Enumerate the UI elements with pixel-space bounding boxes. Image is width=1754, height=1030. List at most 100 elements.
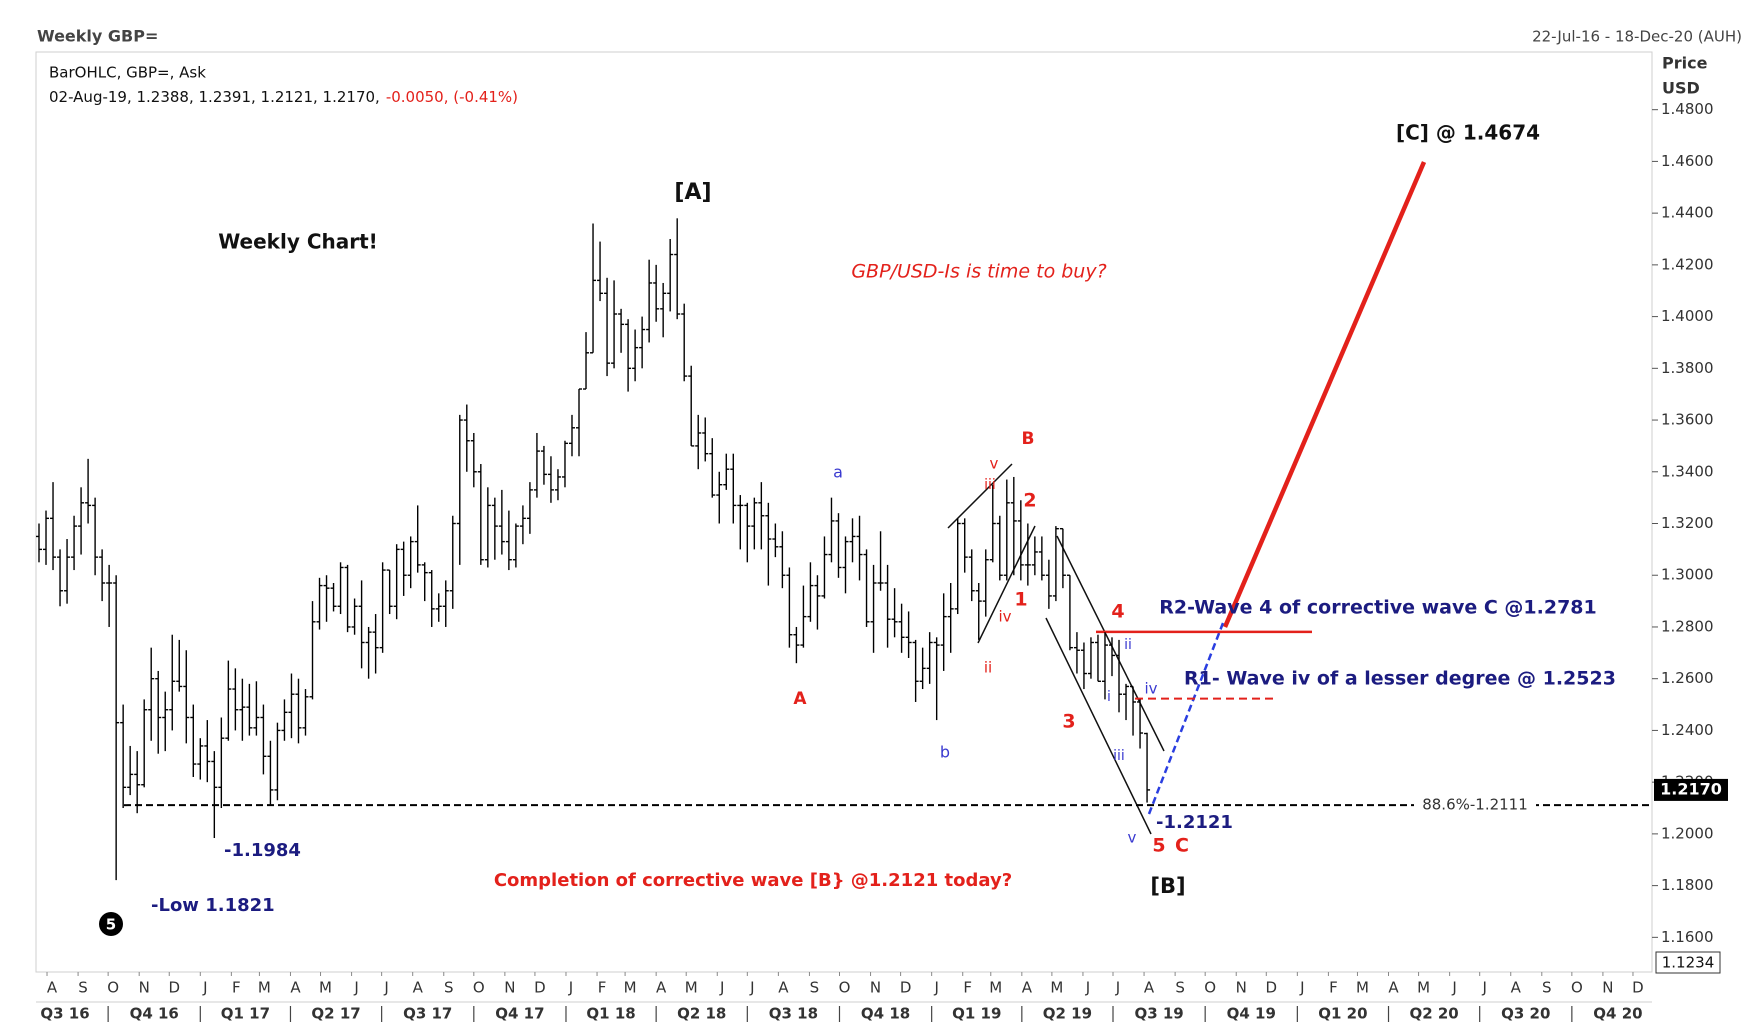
channel-line [1045,617,1152,835]
x-tick-label: A [1388,979,1399,997]
y-tick-label: 1.4600 [1661,152,1714,170]
x-tick-label: A [413,979,424,997]
x-tick-label: N [870,979,881,997]
cursor-box [1655,951,1721,974]
x-tick-label: M [685,979,698,997]
x-tick-label: S [78,979,88,997]
annotation: 3 [1062,711,1075,733]
quarter-label: Q1 18 [586,1005,635,1023]
y-tick-label: 1.3000 [1661,566,1714,584]
y-tick-label: 1.3800 [1661,359,1714,377]
y-tick-label: 1.3400 [1661,462,1714,480]
annotation: -Low 1.1821 [151,895,275,916]
x-tick-label: N [1602,979,1613,997]
x-tick-label: S [1542,979,1552,997]
x-tick-label: S [810,979,820,997]
annotation: Weekly Chart! [218,230,378,254]
annotation: GBP/USD-Is is time to buy? [851,261,1106,283]
x-tick-label: S [1175,979,1185,997]
x-tick-label: J [1451,979,1456,997]
x-tick-label: D [534,979,546,997]
annotation: 5 [1152,835,1165,857]
y-tick-label: 1.4800 [1661,100,1714,118]
last-price-label: 1.2170 [1660,779,1722,798]
x-tick-label: A [47,979,58,997]
wave-marker-circle [99,912,123,936]
x-tick-label: N [504,979,515,997]
annotation: ii [1124,637,1132,653]
plot-frame [35,51,1653,973]
x-tick-label: M [624,979,637,997]
x-tick-label: M [258,979,271,997]
x-tick-label: O [107,979,119,997]
x-tick-label: J [383,979,388,997]
cursor-label: 1.1234 [1662,954,1715,972]
annotation: 2 [1023,490,1036,512]
annotation: A [793,689,807,709]
x-tick-label: S [444,979,454,997]
annotation: iv [998,608,1011,626]
quarter-label: Q4 20 [1593,1005,1642,1023]
x-tick-label: M [1356,979,1369,997]
channel-line [1056,535,1165,752]
x-tick-label: J [719,979,724,997]
x-tick-label: J [749,979,754,997]
y-tick-label: 1.3600 [1661,411,1714,429]
x-tick-label: J [202,979,207,997]
annotation: Completion of corrective wave [B} @1.212… [494,870,1012,891]
x-tick-label: A [290,979,301,997]
quarter-label: Q2 19 [1043,1005,1092,1023]
x-tick-label: N [1236,979,1247,997]
x-tick-label: A [656,979,667,997]
x-tick-label: O [1571,979,1583,997]
annotation: [A] [674,180,711,205]
bar-values: 02-Aug-19, 1.2388, 1.2391, 1.2121, 1.217… [49,88,380,106]
projection-line [1222,161,1427,628]
y-tick-label: 1.1800 [1661,876,1714,894]
x-tick-label: F [963,979,972,997]
quarter-label: Q3 20 [1501,1005,1550,1023]
annotation: R2-Wave 4 of corrective wave C @1.2781 [1159,597,1596,619]
quarter-label: Q4 19 [1227,1005,1276,1023]
y-tick-label: 1.2600 [1661,669,1714,687]
quarter-label: Q4 16 [130,1005,179,1023]
x-tick-label: J [933,979,938,997]
bar-info: 02-Aug-19, 1.2388, 1.2391, 1.2121, 1.217… [49,88,518,106]
quarter-label: Q4 18 [861,1005,910,1023]
annotation: 4 [1111,601,1124,623]
y-tick-label: 1.2400 [1661,721,1714,739]
y-tick-label: 1.4200 [1661,255,1714,273]
quarter-label: Q2 17 [311,1005,360,1023]
quarter-label: Q2 18 [677,1005,726,1023]
x-tick-label: F [232,979,241,997]
annotation: -1.2121 [1156,812,1233,833]
y-tick-label: 1.1600 [1661,928,1714,946]
level-label: 88.6%-1.2111 [1422,796,1528,814]
x-tick-label: M [989,979,1002,997]
x-tick-label: A [1022,979,1033,997]
last-price-box [1654,778,1728,801]
x-tick-label: D [1266,979,1278,997]
y-tick-label: 1.2800 [1661,617,1714,635]
quarter-label: Q3 16 [40,1005,89,1023]
annotation: ii [984,659,992,677]
annotation: i [1107,689,1111,705]
wedge-line [947,463,1013,529]
x-tick-label: M [319,979,332,997]
x-tick-label: A [1144,979,1155,997]
annotation: iii [984,477,996,493]
y-axis-unit: USD [1662,79,1700,98]
annotation: B [1022,429,1035,449]
annotation: [C] @ 1.4674 [1396,121,1540,145]
x-tick-label: J [1085,979,1090,997]
x-tick-label: F [1329,979,1338,997]
quarter-label: Q3 18 [769,1005,818,1023]
x-tick-label: F [598,979,607,997]
level-label-bg [1414,796,1536,815]
ohlc-bars [36,218,1151,881]
date-range: 22-Jul-16 - 18-Dec-20 (AUH) [1532,28,1742,46]
x-tick-label: O [1204,979,1216,997]
x-tick-label: J [1299,979,1304,997]
y-tick-label: 1.4000 [1661,307,1714,325]
